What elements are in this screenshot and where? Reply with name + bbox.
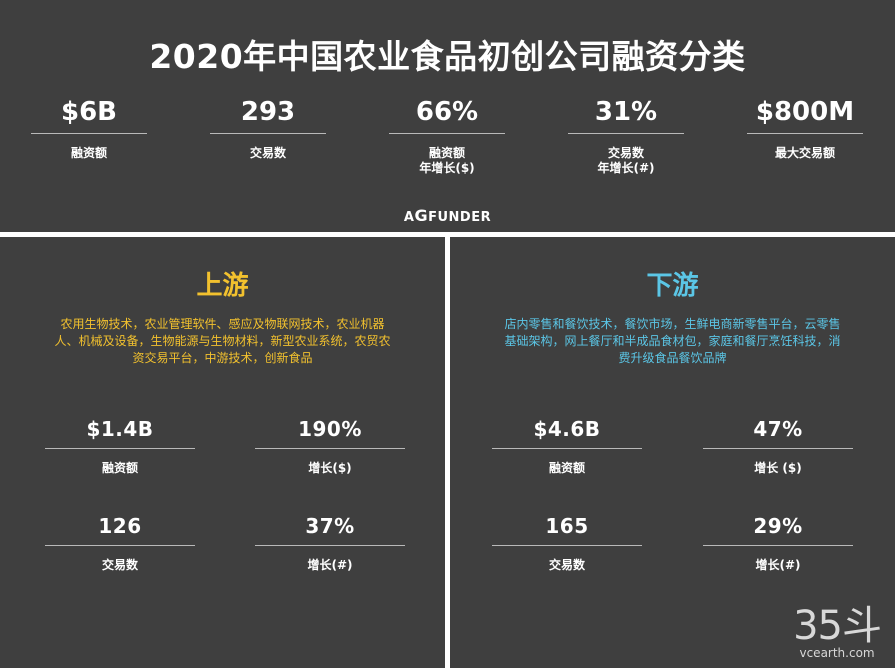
divider — [255, 448, 405, 449]
divider — [703, 448, 853, 449]
watermark-logo: 35斗 vcearth.com — [793, 603, 882, 660]
stat-label: 融资额 — [70, 146, 107, 160]
stat-label: 增长 ($) — [754, 461, 802, 475]
stat-label: 增长(#) — [755, 558, 801, 572]
stat-label-line: 交易数 — [607, 146, 644, 160]
stat-value: $1.4B — [86, 417, 154, 441]
downstream-panel: 下游 店内零售和餐饮技术，餐饮市场，生鲜电商新零售平台，云零售基础架构，网上餐厅… — [450, 237, 895, 668]
stat-value: 293 — [240, 97, 296, 127]
stat-deal-growth: 31% 交易数 年增长(#) — [566, 95, 686, 176]
stat-label: 交易数 — [548, 558, 585, 572]
stat-total-funding: $6B 融资额 — [29, 95, 149, 161]
vertical-divider — [445, 232, 450, 668]
stat-value: 66% — [415, 97, 479, 127]
divider — [45, 448, 195, 449]
stat-label: 增长(#) — [307, 558, 353, 572]
stat-label: 交易数 — [249, 146, 286, 160]
divider — [389, 133, 505, 134]
divider — [492, 448, 642, 449]
upstream-deals: 126 交易数 — [45, 512, 195, 573]
stat-value: 31% — [594, 97, 658, 127]
divider — [255, 545, 405, 546]
stat-label-line: 融资额 — [428, 146, 465, 160]
watermark-mark: 35斗 — [793, 603, 882, 649]
upstream-panel: 上游 农用生物技术，农业管理软件、感应及物联网技术，农业机器人、机械及设备，生物… — [0, 237, 445, 668]
upstream-description: 农用生物技术，农业管理软件、感应及物联网技术，农业机器人、机械及设备，生物能源与… — [54, 317, 391, 365]
stat-label: 交易数 — [101, 558, 138, 572]
stat-value: 165 — [545, 514, 589, 538]
stat-label-line: 年增长(#) — [597, 161, 655, 175]
upstream-funding: $1.4B 融资额 — [45, 415, 195, 476]
summary-section: 2020年中国农业食品初创公司融资分类 $6B 融资额 293 交易数 66% … — [0, 0, 895, 232]
divider — [747, 133, 863, 134]
upstream-heading: 上游 — [196, 271, 249, 301]
divider — [492, 545, 642, 546]
stat-funding-growth: 66% 融资额 年增长($) — [387, 95, 507, 176]
watermark-url: vcearth.com — [799, 646, 875, 660]
divider — [210, 133, 326, 134]
stat-label-line: 年增长($) — [419, 161, 475, 175]
stat-value: 190% — [298, 417, 362, 441]
downstream-heading: 下游 — [646, 271, 699, 301]
page-title: 2020年中国农业食品初创公司融资分类 — [149, 37, 746, 76]
stat-value: $4.6B — [533, 417, 601, 441]
stat-largest-deal: $800M 最大交易额 — [745, 95, 865, 161]
downstream-deals: 165 交易数 — [492, 512, 642, 573]
downstream-description: 店内零售和餐饮技术，餐饮市场，生鲜电商新零售平台，云零售基础架构，网上餐厅和半成… — [504, 317, 841, 365]
stat-value: 126 — [98, 514, 142, 538]
downstream-funding: $4.6B 融资额 — [492, 415, 642, 476]
divider — [568, 133, 684, 134]
stat-value: 37% — [305, 514, 355, 538]
divider — [45, 545, 195, 546]
stat-value: 47% — [753, 417, 803, 441]
stat-value: $6B — [61, 97, 117, 127]
divider — [703, 545, 853, 546]
upstream-funding-growth: 190% 增长($) — [255, 415, 405, 476]
agfunder-logo: AGFUNDER — [403, 206, 492, 225]
downstream-funding-growth: 47% 增长 ($) — [703, 415, 853, 476]
stat-label: 交易数 年增长(#) — [566, 146, 686, 176]
upstream-deal-growth: 37% 增长(#) — [255, 512, 405, 573]
divider — [31, 133, 147, 134]
stat-deal-count: 293 交易数 — [208, 95, 328, 161]
stat-value: 29% — [753, 514, 803, 538]
stat-value: $800M — [755, 97, 855, 127]
stat-label: 融资额 — [101, 461, 138, 475]
stat-label: 融资额 — [548, 461, 585, 475]
downstream-deal-growth: 29% 增长(#) — [703, 512, 853, 573]
stat-label: 最大交易额 — [774, 146, 835, 160]
stat-label: 融资额 年增长($) — [387, 146, 507, 176]
stat-label: 增长($) — [308, 461, 352, 475]
